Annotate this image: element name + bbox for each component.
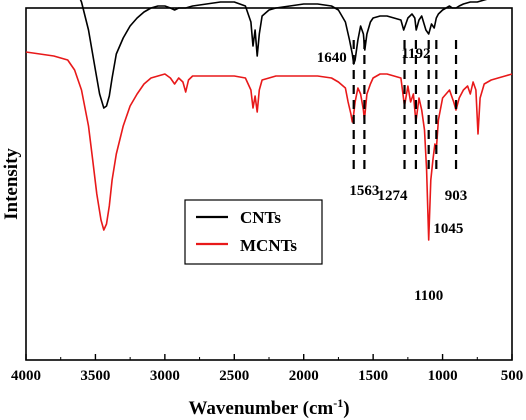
plot-frame [25, 7, 513, 361]
legend-label-mcnts: MCNTs [240, 236, 297, 255]
x-tick-label: 1000 [428, 368, 458, 384]
legend: CNTs MCNTs [184, 199, 323, 265]
series-line-mcnts [25, 51, 513, 241]
peak-label-1100: 1100 [414, 288, 443, 304]
peak-label-1640: 1640 [317, 50, 347, 66]
x-tick-label: 2000 [289, 368, 319, 384]
peak-label-1045: 1045 [433, 221, 463, 237]
x-tick-label: 4000 [11, 368, 41, 384]
peak-label-1274: 1274 [378, 188, 409, 204]
legend-label-cnts: CNTs [240, 208, 281, 227]
x-tick-label: 3000 [150, 368, 180, 384]
x-axis-ticks: 4000 3500 3000 2500 2000 1500 1000 500 [11, 354, 523, 384]
x-tick-label: 1500 [358, 368, 388, 384]
legend-box [184, 199, 323, 265]
x-tick-label: 2500 [219, 368, 249, 384]
x-tick-label: 3500 [80, 368, 110, 384]
series-layer [25, 0, 513, 241]
peak-label-1192: 1192 [401, 46, 430, 62]
peak-label-1563: 1563 [349, 183, 379, 199]
peak-label-903: 903 [445, 188, 468, 204]
y-axis-title: Intensity [1, 148, 22, 220]
x-tick-label: 500 [501, 368, 524, 384]
series-line-cnts [79, 0, 488, 109]
x-axis-title: Wavenumber (cm-1) [188, 396, 349, 419]
